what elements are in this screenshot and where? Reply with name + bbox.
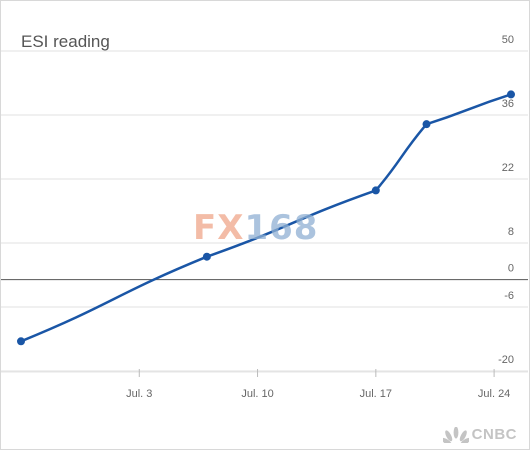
y-tick-label: 8 bbox=[508, 226, 514, 238]
y-tick-label: 50 bbox=[502, 34, 514, 46]
data-point bbox=[422, 120, 431, 129]
series-line bbox=[20, 93, 512, 343]
y-tick-label: 0 bbox=[508, 263, 514, 275]
data-point bbox=[17, 337, 25, 346]
data-point bbox=[371, 186, 380, 195]
chart-title: ESI reading bbox=[21, 32, 110, 51]
data-point bbox=[507, 90, 515, 99]
cnbc-logo: CNBC bbox=[442, 426, 517, 443]
data-point bbox=[202, 252, 211, 261]
y-tick-label: 36 bbox=[502, 98, 514, 110]
y-tick-label: 22 bbox=[502, 162, 514, 174]
peacock-icon bbox=[442, 426, 469, 443]
y-tick-label: -6 bbox=[504, 290, 514, 302]
x-tick-label: Jul. 3 bbox=[126, 388, 152, 400]
x-tick-label: Jul. 24 bbox=[478, 388, 510, 400]
fx168-watermark: FX168 bbox=[193, 208, 318, 248]
x-tick-label: Jul. 17 bbox=[360, 388, 392, 400]
y-tick-label: -20 bbox=[498, 354, 514, 366]
watermark-part-a: FX bbox=[193, 208, 245, 248]
cnbc-logo-text: CNBC bbox=[471, 426, 517, 443]
watermark-part-b: 168 bbox=[244, 208, 319, 248]
x-tick-label: Jul. 10 bbox=[241, 388, 273, 400]
